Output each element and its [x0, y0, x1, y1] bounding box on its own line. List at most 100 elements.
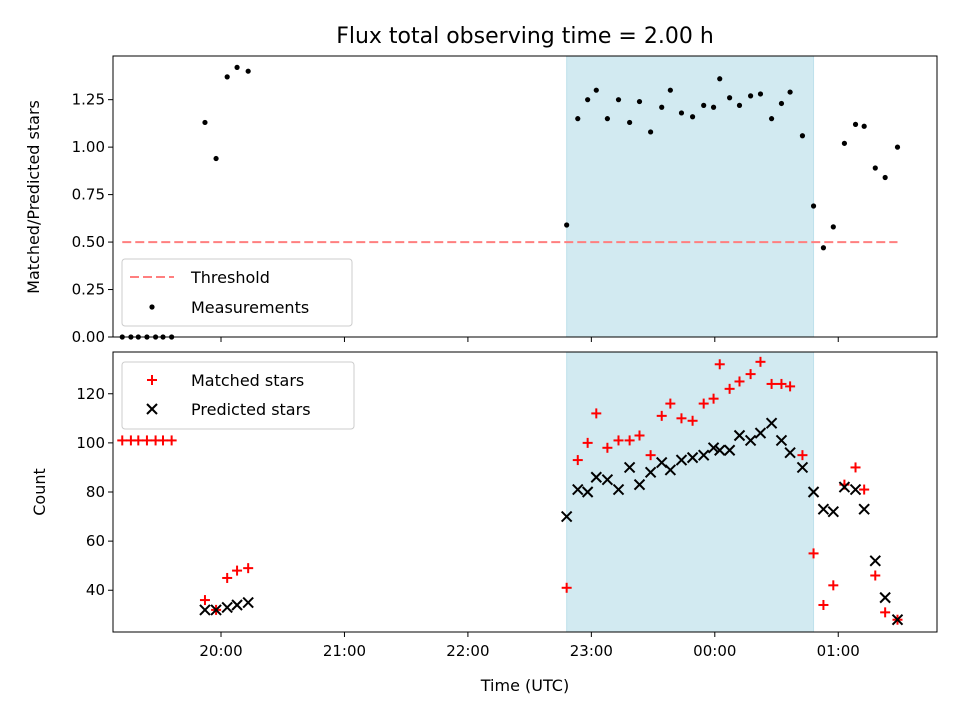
matched-star-point [724, 383, 735, 394]
top-legend: Threshold Measurements [121, 258, 353, 327]
predicted-star-point [623, 461, 636, 474]
cross-stroke-b [827, 505, 840, 518]
measurement-point [710, 104, 717, 110]
matched-star-point [222, 572, 233, 583]
measurement-point [861, 123, 867, 129]
predicted-star-point [796, 461, 809, 474]
cross-stroke-b [707, 442, 720, 454]
predicted-star-point [879, 591, 891, 604]
matched-star-point [166, 435, 177, 446]
matched-star-point [698, 398, 709, 409]
matched-star-point [687, 415, 698, 426]
matched-star-point [776, 378, 787, 389]
matched-star-point [850, 462, 861, 473]
measurement-point [604, 116, 611, 122]
cross-stroke-b [590, 471, 602, 483]
measurement-point [747, 93, 754, 99]
measurement-point [701, 102, 707, 108]
predicted-star-point [590, 471, 602, 483]
cross-stroke-b [714, 444, 726, 456]
cross-stroke-b [664, 464, 677, 476]
matched-star-point [613, 435, 624, 446]
matched-star-point [880, 607, 891, 618]
bottom-ytick-label: 120 [76, 385, 105, 403]
measurement-point [648, 129, 654, 135]
cross-stroke-b [796, 461, 809, 474]
x-axis-label: Time (UTC) [480, 676, 569, 695]
matched-star-point [232, 565, 243, 576]
measurement-point [799, 133, 806, 139]
measurement-point [689, 114, 696, 120]
bottom-xtick-label: 21:00 [323, 642, 366, 660]
predicted-star-point [581, 486, 594, 498]
matched-stars-legend-marker [147, 375, 157, 385]
predicted-star-point [754, 427, 767, 439]
cross-stroke-b [817, 503, 830, 515]
cross-stroke-b [891, 614, 904, 626]
measurement-point [717, 76, 723, 82]
predicted-star-point [572, 483, 584, 496]
cross-stroke-b [869, 555, 881, 567]
cross-stroke-b [623, 461, 636, 474]
measurements-legend-marker [149, 304, 155, 310]
cross-stroke-b [231, 599, 243, 611]
cross-stroke-b [849, 483, 862, 496]
matched-star-point [243, 563, 254, 574]
matched-star-point [624, 435, 635, 446]
matched-star-point [602, 442, 613, 453]
matched-star-point [561, 582, 572, 593]
cross-stroke-b [656, 456, 668, 469]
top-ytick-label: 0.75 [72, 186, 105, 204]
predicted-star-point [891, 614, 904, 626]
measurement-point [224, 74, 230, 80]
predicted-star-point [733, 429, 746, 442]
cross-stroke-b [601, 474, 614, 486]
predicted-star-point [765, 417, 778, 429]
bottom-ytick-label: 100 [76, 434, 105, 452]
top-ytick-label: 1.25 [72, 91, 105, 109]
cross-stroke-b [581, 486, 594, 498]
predicted-star-point [723, 444, 736, 456]
measurement-point [659, 104, 665, 110]
measurement-point [810, 203, 817, 209]
measurement-point [727, 95, 733, 101]
matched-star-point [117, 435, 128, 446]
measurement-point [213, 155, 219, 162]
cross-stroke-b [221, 601, 233, 614]
matched-stars-legend-label: Matched stars [191, 371, 304, 390]
matched-star-point [199, 595, 210, 606]
predicted-star-point [817, 503, 830, 515]
cross-stroke-b [633, 478, 646, 491]
predicted-star-point [784, 446, 796, 459]
predicted-star-point [560, 510, 573, 523]
bottom-xtick-label: 22:00 [446, 642, 489, 660]
measurement-point [757, 91, 764, 97]
predicted-star-point [849, 483, 862, 496]
matched-star-point [828, 580, 839, 591]
top-ytick-label: 1.00 [72, 138, 105, 156]
cross-stroke-b [560, 510, 573, 523]
predicted-star-point [838, 481, 851, 493]
matched-star-point [582, 437, 593, 448]
measurement-point [778, 100, 785, 107]
cross-stroke-b [210, 604, 222, 616]
measurement-point [234, 64, 240, 70]
cross-stroke-b [242, 596, 254, 609]
matched-star-point [785, 381, 796, 392]
cross-stroke-b [733, 429, 746, 442]
predicted-star-point [612, 483, 625, 496]
predicted-star-point [633, 478, 646, 491]
predicted-star-point [858, 503, 870, 515]
predicted-star-point [744, 434, 757, 447]
cross-stroke-b [697, 449, 710, 461]
matched-star-point [656, 410, 667, 421]
measurement-point [575, 116, 581, 122]
measurement-point [882, 174, 888, 181]
predicted-star-point [807, 486, 820, 498]
cross-stroke-b [744, 434, 757, 447]
predicted-star-point [242, 596, 254, 609]
predicted-star-point [827, 505, 840, 518]
predicted-star-point [697, 449, 710, 461]
bottom-legend-box [121, 361, 355, 430]
top-ytick-label: 0.25 [72, 281, 105, 299]
